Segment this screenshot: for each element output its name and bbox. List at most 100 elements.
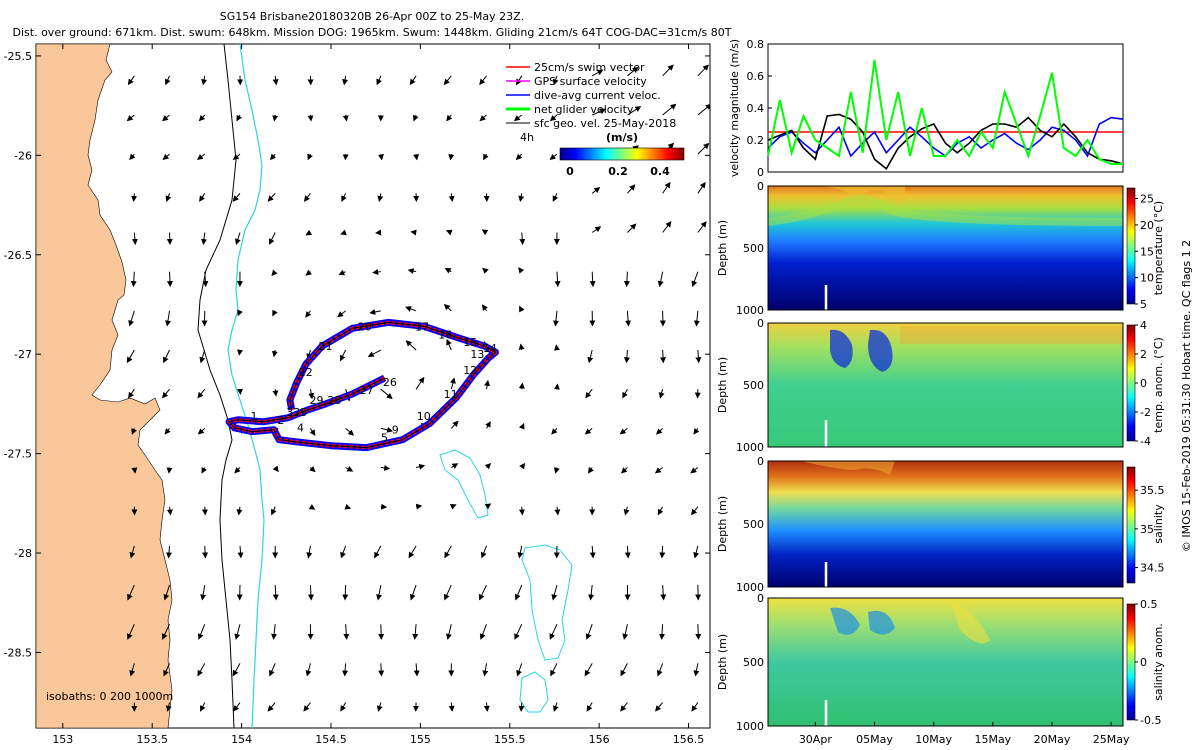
geostrophic-vector-arrow — [306, 545, 313, 559]
salinity-anom-ytick-2: 1000 — [736, 720, 764, 733]
geostrophic-vector-arrow — [482, 304, 488, 312]
velocity-series-sfc-geo-vel- — [767, 113, 1124, 171]
geostrophic-vector-arrow — [413, 154, 420, 161]
geostrophic-vector-arrow — [201, 232, 207, 246]
geostrophic-vector-arrow — [369, 309, 381, 315]
geostrophic-vector-arrow — [129, 663, 136, 677]
lon-tick-label: 156.5 — [673, 733, 705, 746]
geostrophic-vector-arrow — [234, 467, 241, 474]
geostrophic-vector-arrow — [127, 75, 135, 86]
salinity-anom-ytick-1: 500 — [743, 656, 764, 669]
geostrophic-vector-arrow — [479, 114, 487, 122]
temperature-ytick-0: 0 — [757, 180, 764, 193]
isobaths-label: isobaths: 0 200 1000m — [46, 690, 173, 703]
geostrophic-vector-arrow — [128, 310, 135, 327]
map-legend: 25cm/s swim vector GPS surface velocity … — [506, 61, 685, 178]
lat-tick-label: -28 — [14, 547, 32, 560]
geostrophic-vector-arrow — [303, 193, 311, 202]
lat-tick-label: -26 — [14, 149, 32, 162]
legend-gps-surface: GPS surface velocity — [506, 75, 647, 88]
geostrophic-vector-arrow — [589, 545, 596, 559]
geostrophic-vector-arrow — [305, 310, 312, 318]
geostrophic-vector-arrow — [127, 624, 135, 640]
track-day-label: 4 — [297, 422, 304, 435]
geostrophic-vector-arrow — [655, 702, 664, 712]
track-line — [228, 321, 497, 449]
velocity-ytick-label: 0.6 — [747, 70, 765, 83]
geostrophic-vector-arrow — [446, 338, 452, 351]
colorbar-tick-label: 35 — [1140, 523, 1154, 536]
geostrophic-vector-arrow — [448, 193, 455, 203]
geostrophic-vector-arrow — [345, 427, 355, 436]
temperature-colorbar — [1126, 187, 1136, 305]
temp-anom-colorbar-ticks: 4 2 0 -2 -4 — [1135, 319, 1151, 448]
lon-tick-label: 153 — [52, 733, 73, 746]
geostrophic-vector-arrow — [518, 193, 525, 203]
geostrophic-vector-arrow — [443, 75, 452, 86]
geostrophic-vector-arrow — [272, 465, 279, 473]
geostrophic-vector-arrow — [518, 702, 525, 712]
geostrophic-vector-arrow — [309, 428, 316, 436]
geostrophic-vector-arrow — [202, 271, 209, 288]
colorbar-tick-label: 25 — [1140, 193, 1154, 206]
geostrophic-vector-arrow — [376, 702, 383, 712]
geostrophic-vector-arrow — [693, 545, 700, 559]
geostrophic-vector-arrow — [620, 702, 628, 712]
geostrophic-vector-arrow — [516, 663, 523, 677]
colorbar-tick-label: -4 — [1140, 435, 1151, 448]
temperature-isotherm-bulge — [767, 194, 1124, 226]
velocity-ytick-label: 0 — [757, 166, 764, 179]
geostrophic-vector-arrow — [450, 420, 459, 429]
geostrophic-vector-arrow — [554, 271, 561, 288]
geostrophic-vector-arrow — [162, 114, 170, 122]
geostrophic-vector-arrow — [481, 229, 489, 236]
geostrophic-vector-arrow — [232, 192, 241, 202]
temp-anom-colorbar-label: temp. anom. (°C) — [1152, 337, 1165, 433]
geostrophic-vector-arrow — [234, 624, 241, 640]
legend-net-glider-label: net glider velocity — [534, 103, 634, 116]
geostrophic-vector-arrow — [165, 75, 171, 86]
salinity-section: Depth (m) 0 500 1000 35.5 35 34.5 salinity — [716, 455, 1165, 594]
time-tick-label: 15May — [974, 733, 1011, 746]
track-day-label: 27 — [360, 384, 374, 397]
temp-anom-ylabel: Depth (m) — [716, 357, 729, 413]
speed-colorbar-tick-0: 0 — [566, 165, 574, 178]
geostrophic-vector-arrow — [482, 267, 489, 274]
geostrophic-vector-arrow — [657, 506, 664, 516]
isobath-1000m-seamount-2 — [521, 544, 573, 661]
geostrophic-vector-arrow — [129, 153, 136, 161]
time-tick-label: 10May — [915, 733, 952, 746]
geostrophic-vector-arrow — [485, 421, 491, 429]
geostrophic-vector-arrow — [483, 153, 489, 161]
legend-net-glider: net glider velocity — [506, 103, 634, 116]
geostrophic-vector-arrow — [550, 663, 558, 677]
salinity-ylabel: Depth (m) — [716, 496, 729, 552]
geostrophic-vector-arrow — [622, 624, 629, 640]
geostrophic-vector-arrow — [200, 584, 207, 601]
geostrophic-vector-arrow — [518, 382, 525, 390]
lon-tick-label: 154.5 — [315, 733, 347, 746]
temp-anom-ytick-1: 500 — [743, 379, 764, 392]
geostrophic-vector-arrow — [344, 503, 352, 510]
geostrophic-vector-arrow — [445, 229, 453, 236]
geostrophic-vector-arrow — [201, 75, 208, 86]
geostrophic-vector-arrow — [372, 269, 381, 275]
geostrophic-vector-arrow — [552, 75, 559, 86]
geostrophic-vector-arrow — [627, 223, 637, 233]
geostrophic-vector-arrow — [662, 221, 672, 233]
legend-dive-avg-label: dive-avg current veloc. — [534, 89, 661, 102]
geostrophic-vector-arrow — [163, 584, 171, 601]
geostrophic-vector-arrow — [237, 545, 244, 559]
track-day-label: 10 — [417, 410, 431, 423]
geostrophic-vector-arrow — [514, 623, 523, 640]
colorbar-tick-label: 35.5 — [1140, 484, 1165, 497]
geostrophic-vector-arrow — [377, 193, 384, 203]
geostrophic-vector-arrow — [163, 349, 170, 364]
salinity-anom-colorbar-label: salinity anom. — [1152, 623, 1165, 701]
temp-anom-warm-band — [900, 326, 1123, 344]
geostrophic-vector-arrow — [479, 75, 487, 86]
map-lat-ticks: -25.5 -26 -26.5 -27 -27.5 -28 -28.5 — [4, 50, 710, 659]
geostrophic-vector-arrow — [271, 624, 278, 640]
geostrophic-vector-arrow — [374, 545, 382, 559]
geostrophic-vector-arrow — [267, 192, 276, 202]
